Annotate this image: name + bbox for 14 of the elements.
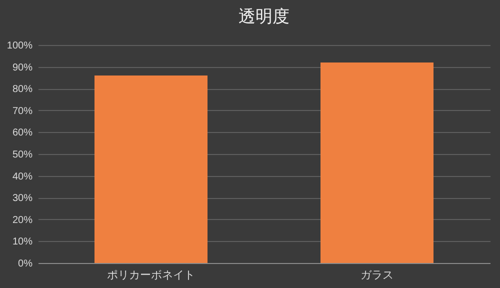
y-tick-label: 90% [12,62,33,74]
y-tick-label: 10% [12,236,33,248]
x-tick-label: ポリカーボネイト [107,270,195,282]
y-tick-label: 20% [12,214,33,226]
y-tick-label: 30% [12,193,33,204]
y-tick-label: 70% [12,106,33,117]
y-tick-label: 100% [6,40,33,52]
chart-title: 透明度 [238,7,290,26]
y-tick-label: 40% [12,171,33,182]
y-tick-label: 0% [18,258,33,270]
x-tick-label: ガラス [360,270,394,282]
y-tick-label: 50% [12,150,33,160]
y-tick-label: 60% [12,128,33,139]
y-tick-label: 80% [12,84,33,96]
